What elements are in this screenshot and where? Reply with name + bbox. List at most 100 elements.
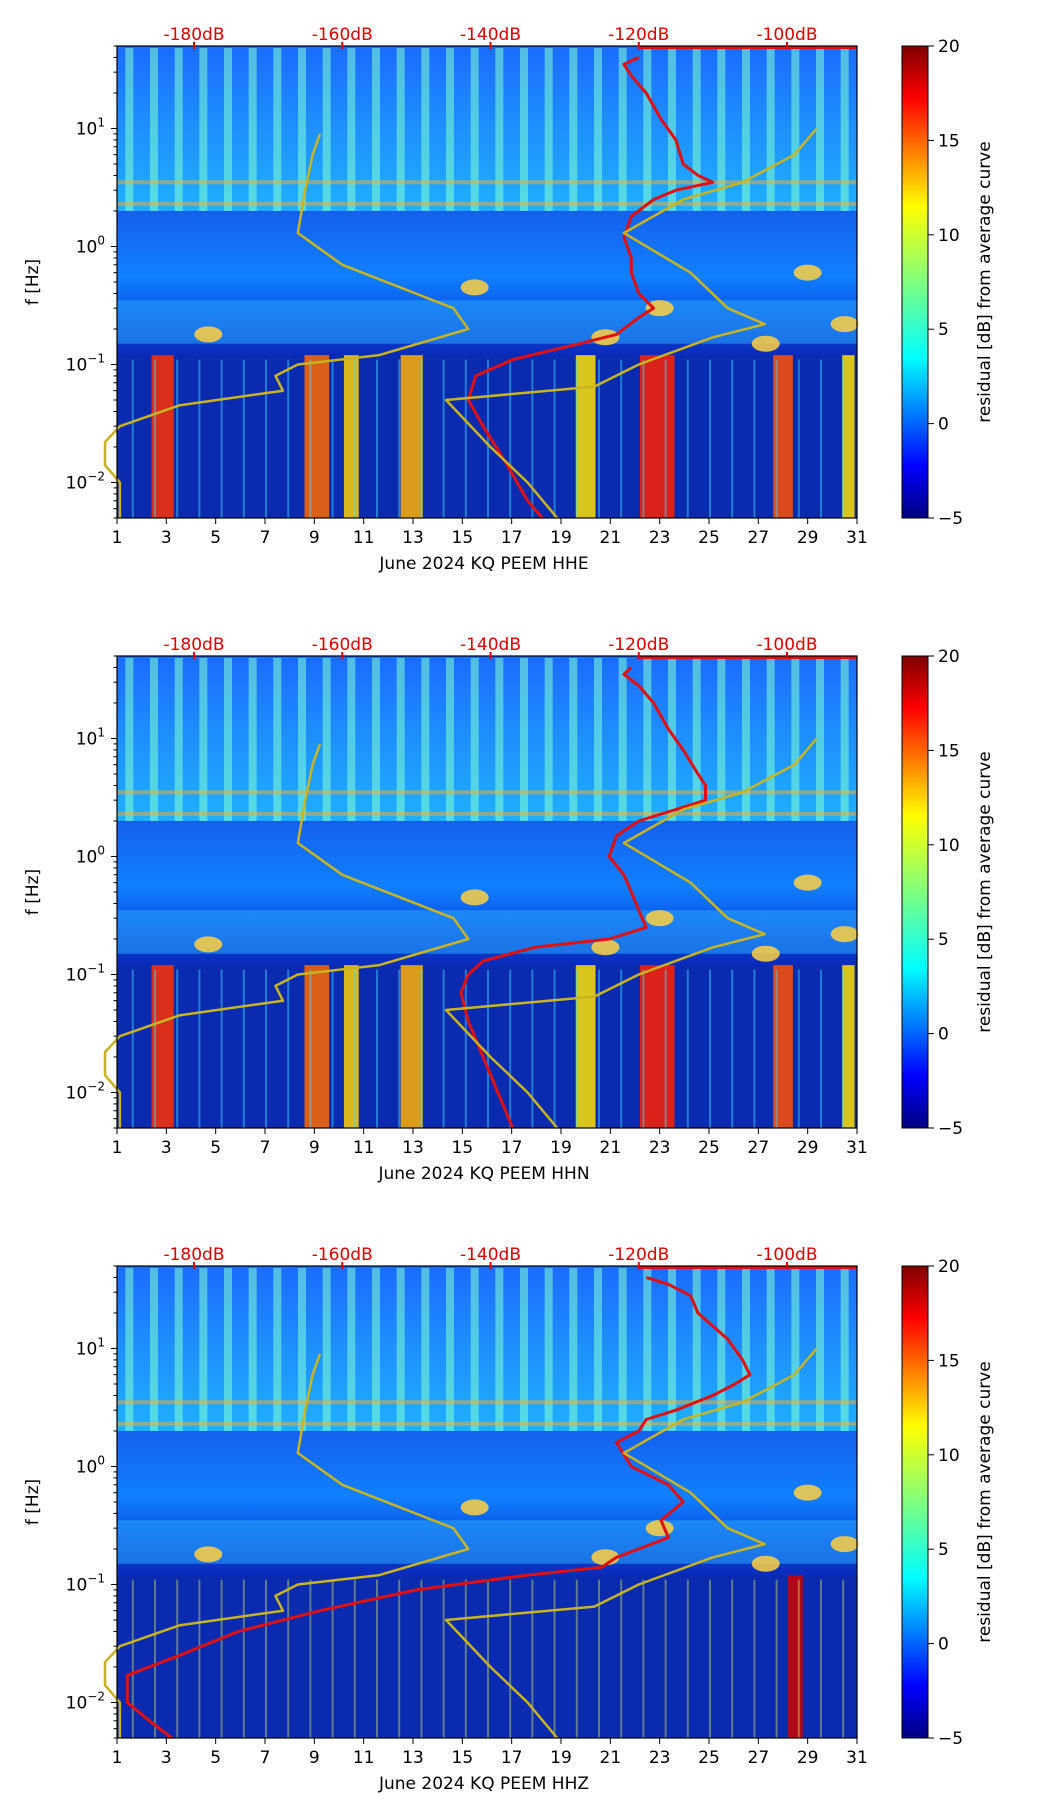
colorbar: 20 15 10 5 0 −5 residual [dB] from average cur… [901,1257,995,1749]
low-freq-trace [420,359,423,518]
low-freq-trace [575,1579,578,1738]
low-freq-trace [220,969,223,1128]
y-tick-label: 10−1 [66,1571,105,1595]
low-freq-trace [220,1579,223,1738]
low-freq-hot-stripe [304,965,330,1128]
low-freq-trace [154,1579,156,1738]
low-freq-trace [131,969,134,1128]
colorbar-tick-label: −5 [938,509,963,529]
colorbar-label: residual [dB] from average curve [975,141,995,422]
db-tick-label: -180dB [163,635,224,655]
daily-stripe [569,658,578,821]
colorbar-gradient [901,1265,929,1739]
low-freq-trace [820,359,822,518]
db-tick-label: -120dB [608,25,669,45]
low-freq-trace [442,359,445,518]
db-tick-label: -100dB [756,635,817,655]
colorbar-tick-label: −5 [938,1119,963,1139]
daily-stripe [347,48,356,211]
x-tick-label: 13 [402,1138,424,1158]
low-freq-trace [376,1579,378,1738]
colorbar-tick-label: 0 [938,1635,949,1655]
low-freq-trace [376,359,378,518]
low-freq-trace [642,969,645,1128]
x-tick-label: 21 [600,1138,622,1158]
x-tick-label: 31 [846,1138,868,1158]
low-freq-trace [709,1579,711,1738]
daily-stripe [569,48,578,211]
storm-blob [460,1499,489,1516]
low-freq-trace [709,969,711,1128]
daily-stripe [421,48,430,211]
daily-stripe [199,48,208,211]
low-freq-trace [642,1579,645,1738]
daily-stripe [791,48,800,211]
harmonic-line [117,180,857,185]
low-freq-trace [775,1579,778,1738]
colorbar-tick-label: 10 [938,836,960,856]
x-tick-label: 9 [309,1748,320,1768]
daily-stripe [569,1268,578,1431]
x-tick-label: 17 [501,1138,523,1158]
low-freq-trace [731,359,734,518]
noise-model-curve [444,737,818,1129]
low-freq-trace [265,1579,267,1738]
low-freq-trace [553,969,556,1128]
colorbar: 20 15 10 5 0 −5 residual [dB] from average cur… [901,647,995,1139]
x-tick-label: 5 [210,1138,221,1158]
daily-stripe [150,658,158,821]
low-freq-trace [398,969,401,1128]
colorbar-label: residual [dB] from average curve [975,751,995,1032]
storm-blob [591,939,620,956]
x-tick-label: 29 [797,1138,819,1158]
daily-stripe [618,658,627,821]
low-freq-hot-stripe [639,355,675,518]
x-tick-label: 31 [846,528,868,548]
x-tick-label: 17 [501,1748,523,1768]
x-tick-label: 9 [309,1138,320,1158]
daily-stripe [520,48,528,211]
x-tick-label: 15 [452,1748,474,1768]
daily-stripe [224,658,232,821]
daily-stripe [322,48,331,211]
daily-stripe [495,48,504,211]
y-tick-label: 10−2 [66,1079,105,1103]
average-psd-curve [459,666,707,1129]
daily-stripe [273,1268,282,1431]
low-freq-trace [309,969,312,1128]
x-tick-label: 25 [698,528,720,548]
x-tick-label: 13 [402,528,424,548]
storm-blob [830,1536,859,1553]
x-tick-label: 3 [161,1138,172,1158]
low-freq-trace [353,969,356,1128]
x-tick-label: 29 [797,1748,819,1768]
daily-stripe [766,1268,775,1431]
daily-stripe [840,1268,849,1431]
db-tick-label: -160dB [312,1245,373,1265]
daily-stripe [495,658,504,821]
db-tick-label: -140dB [460,25,521,45]
daily-stripe [273,658,282,821]
x-tick-label: 19 [550,1748,572,1768]
low-freq-trace [464,969,467,1128]
daily-stripe [446,658,454,821]
spectrogram-microseism-band [117,910,857,954]
daily-stripe [840,48,849,211]
x-tick-label: 21 [600,1748,622,1768]
x-tick-label: 11 [353,1748,375,1768]
storm-blob [194,326,223,343]
daily-stripe [668,48,676,211]
harmonic-line [117,790,857,795]
daily-stripe [643,658,652,821]
low-freq-trace [198,1579,201,1738]
daily-stripe [470,48,479,211]
colorbar-tick-label: 5 [938,320,949,340]
daily-stripe [742,658,750,821]
daily-stripe [717,658,726,821]
daily-stripe [594,1268,602,1431]
panel-2: 1 3 5 7 9 11 13 15 17 19 21 23 25 27 29 3110110010−110−… [23,635,995,1184]
colorbar-label: residual [dB] from average curve [975,1361,995,1642]
low-freq-hot-stripe [575,965,596,1128]
colorbar-gradient [901,45,929,519]
x-tick-label: 27 [748,528,770,548]
